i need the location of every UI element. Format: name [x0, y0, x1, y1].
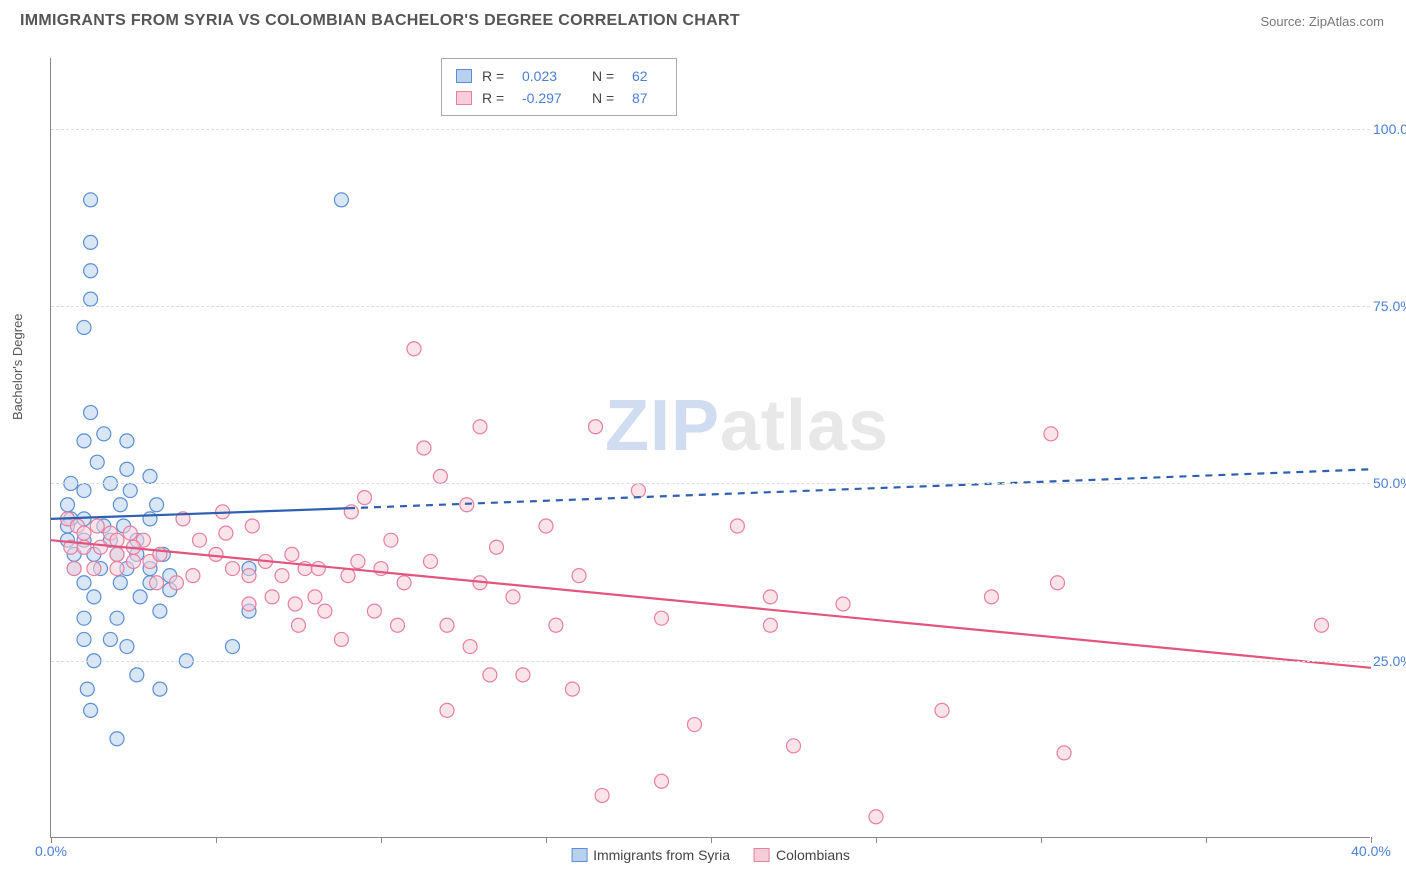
r-label: R =: [482, 90, 512, 106]
ytick-label: 100.0%: [1373, 121, 1406, 137]
gridline-h: [51, 483, 1370, 484]
xtick-mark: [711, 837, 712, 843]
xtick-label: 40.0%: [1351, 843, 1391, 859]
n-value-syria: 62: [632, 68, 662, 84]
n-value-colombians: 87: [632, 90, 662, 106]
r-value-colombians: -0.297: [522, 90, 582, 106]
chart-title: IMMIGRANTS FROM SYRIA VS COLOMBIAN BACHE…: [20, 12, 740, 30]
chart-plot-area: ZIPatlas R = 0.023 N = 62 R = -0.297 N =…: [50, 58, 1370, 838]
gridline-h: [51, 129, 1370, 130]
xtick-mark: [216, 837, 217, 843]
xtick-mark: [381, 837, 382, 843]
legend-label-syria: Immigrants from Syria: [593, 847, 730, 863]
n-label: N =: [592, 68, 622, 84]
n-label: N =: [592, 90, 622, 106]
swatch-colombians-icon: [754, 848, 770, 862]
xtick-mark: [1206, 837, 1207, 843]
r-label: R =: [482, 68, 512, 84]
xtick-label: 0.0%: [35, 843, 67, 859]
ytick-label: 75.0%: [1373, 298, 1406, 314]
ytick-label: 50.0%: [1373, 475, 1406, 491]
swatch-syria-icon: [571, 848, 587, 862]
xtick-mark: [1041, 837, 1042, 843]
ytick-label: 25.0%: [1373, 653, 1406, 669]
legend-row-syria: R = 0.023 N = 62: [456, 65, 662, 87]
correlation-legend: R = 0.023 N = 62 R = -0.297 N = 87: [441, 58, 677, 116]
legend-item-syria: Immigrants from Syria: [571, 847, 730, 863]
swatch-colombians: [456, 91, 472, 105]
legend-label-colombians: Colombians: [776, 847, 850, 863]
y-axis-label: Bachelor's Degree: [10, 313, 25, 420]
swatch-syria: [456, 69, 472, 83]
legend-row-colombians: R = -0.297 N = 87: [456, 87, 662, 109]
plot-svg: [51, 58, 1370, 837]
r-value-syria: 0.023: [522, 68, 582, 84]
gridline-h: [51, 661, 1370, 662]
series-legend: Immigrants from Syria Colombians: [571, 847, 850, 863]
chart-container: IMMIGRANTS FROM SYRIA VS COLOMBIAN BACHE…: [0, 0, 1406, 892]
xtick-mark: [876, 837, 877, 843]
legend-item-colombians: Colombians: [754, 847, 850, 863]
gridline-h: [51, 306, 1370, 307]
source-attribution: Source: ZipAtlas.com: [1260, 14, 1384, 29]
xtick-mark: [546, 837, 547, 843]
